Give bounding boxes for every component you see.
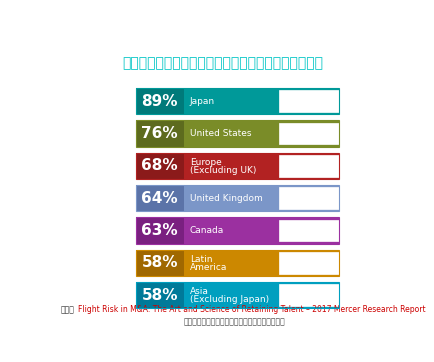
Text: 58%: 58% [141,255,178,270]
Bar [279,155,339,177]
Text: United States: United States [190,129,251,138]
Bar [279,188,339,209]
Text: (Excluding UK): (Excluding UK) [190,166,256,175]
Bar [184,185,339,211]
Text: 58%: 58% [141,288,178,303]
Text: United Kingdom: United Kingdom [190,194,263,203]
Text: Canada: Canada [190,226,224,235]
Text: Europe: Europe [190,157,222,167]
Bar [184,282,339,308]
Bar [135,282,184,308]
Text: America: America [190,263,227,272]
Bar [279,90,339,112]
Bar [135,250,184,276]
Bar [135,121,339,147]
Bar [279,252,339,274]
Bar [135,185,339,211]
Text: 76%: 76% [141,126,178,141]
Bar [135,282,339,308]
Bar [184,250,339,276]
Bar [135,218,339,244]
Text: (Excluding Japan): (Excluding Japan) [190,295,269,304]
Bar [279,285,339,306]
Text: Asia: Asia [190,287,209,296]
Text: 出典：: 出典： [60,306,74,315]
Bar [135,121,184,147]
Bar [135,153,339,179]
Text: 68%: 68% [141,158,178,173]
Text: ＊買収側（買収対象企業の所在地は考慮しない）: ＊買収側（買収対象企業の所在地は考慮しない） [184,317,286,327]
Bar [135,153,184,179]
Text: 64%: 64% [141,191,178,206]
Bar [279,220,339,241]
Bar [135,218,184,244]
Bar [135,250,339,276]
Bar [184,218,339,244]
Bar [135,185,184,211]
Bar [184,88,339,114]
Text: 63%: 63% [141,223,178,238]
Text: （図１）リテンションボーナスが使われた案件の比率: （図１）リテンションボーナスが使われた案件の比率 [122,56,323,70]
Text: Flight Risk in M&A: The Art and Science of Retaining Talent – 2017 Mercer Resear: Flight Risk in M&A: The Art and Science … [78,306,425,315]
Text: Latin: Latin [190,254,212,264]
Bar [135,88,184,114]
Bar [279,123,339,144]
Bar [135,88,339,114]
Text: 89%: 89% [141,94,178,109]
Bar [184,153,339,179]
Text: Japan: Japan [190,97,215,106]
Bar [184,121,339,147]
